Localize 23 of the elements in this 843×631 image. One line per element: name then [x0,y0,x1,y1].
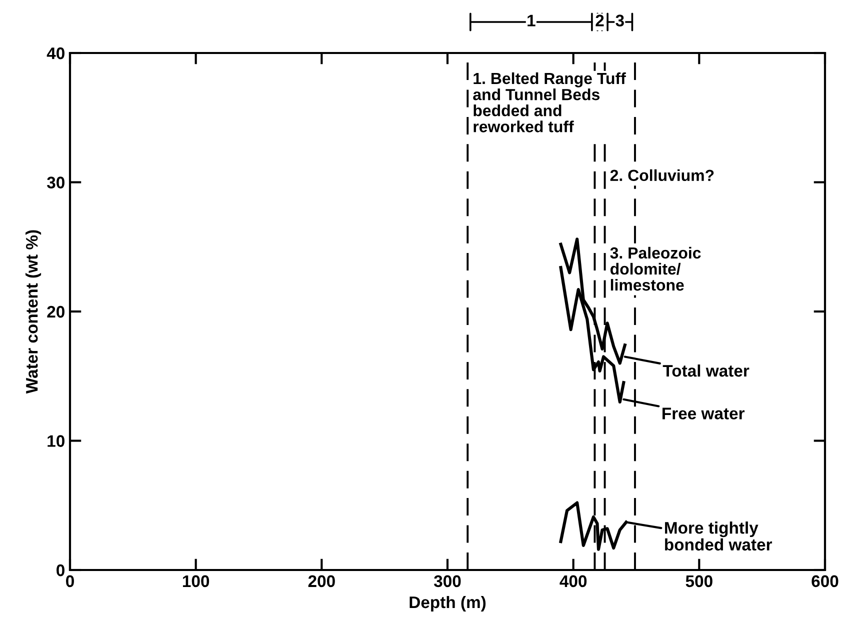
x-tick-label: 400 [560,575,587,588]
text: 1 [528,14,536,26]
x-tick-label: 300 [434,575,461,588]
y-tick-label: 40 [46,47,64,60]
y-tick-label: 10 [48,435,64,447]
x-tick-label: 500 [686,575,712,588]
x-tick-label: 200 [308,575,335,588]
x-tick-label: 0 [66,575,74,588]
annotation: Total water [662,364,750,377]
text: 2 [596,14,604,26]
y-tick-label: 30 [46,176,64,188]
annotation: More tightly bonded water [665,522,772,551]
annotation: Free water [662,408,745,420]
annotation: 1. Belted Range Tuff and Tunnel Beds bedded and reworked tuff [473,72,626,132]
x-tick-label: 100 [182,575,210,588]
x-axis-title: Depth (m) [410,596,486,612]
y-axis-title: Water content (wt %) [26,230,42,394]
text: 3 [616,14,624,26]
x-tick-label: 600 [812,575,838,588]
annotation: 3. Paleozoic dolomite/ limestone [610,246,701,291]
annotation: 2. Colluvium? [610,169,714,182]
y-tick-label: 0 [56,564,64,576]
y-tick-label: 20 [47,306,64,318]
